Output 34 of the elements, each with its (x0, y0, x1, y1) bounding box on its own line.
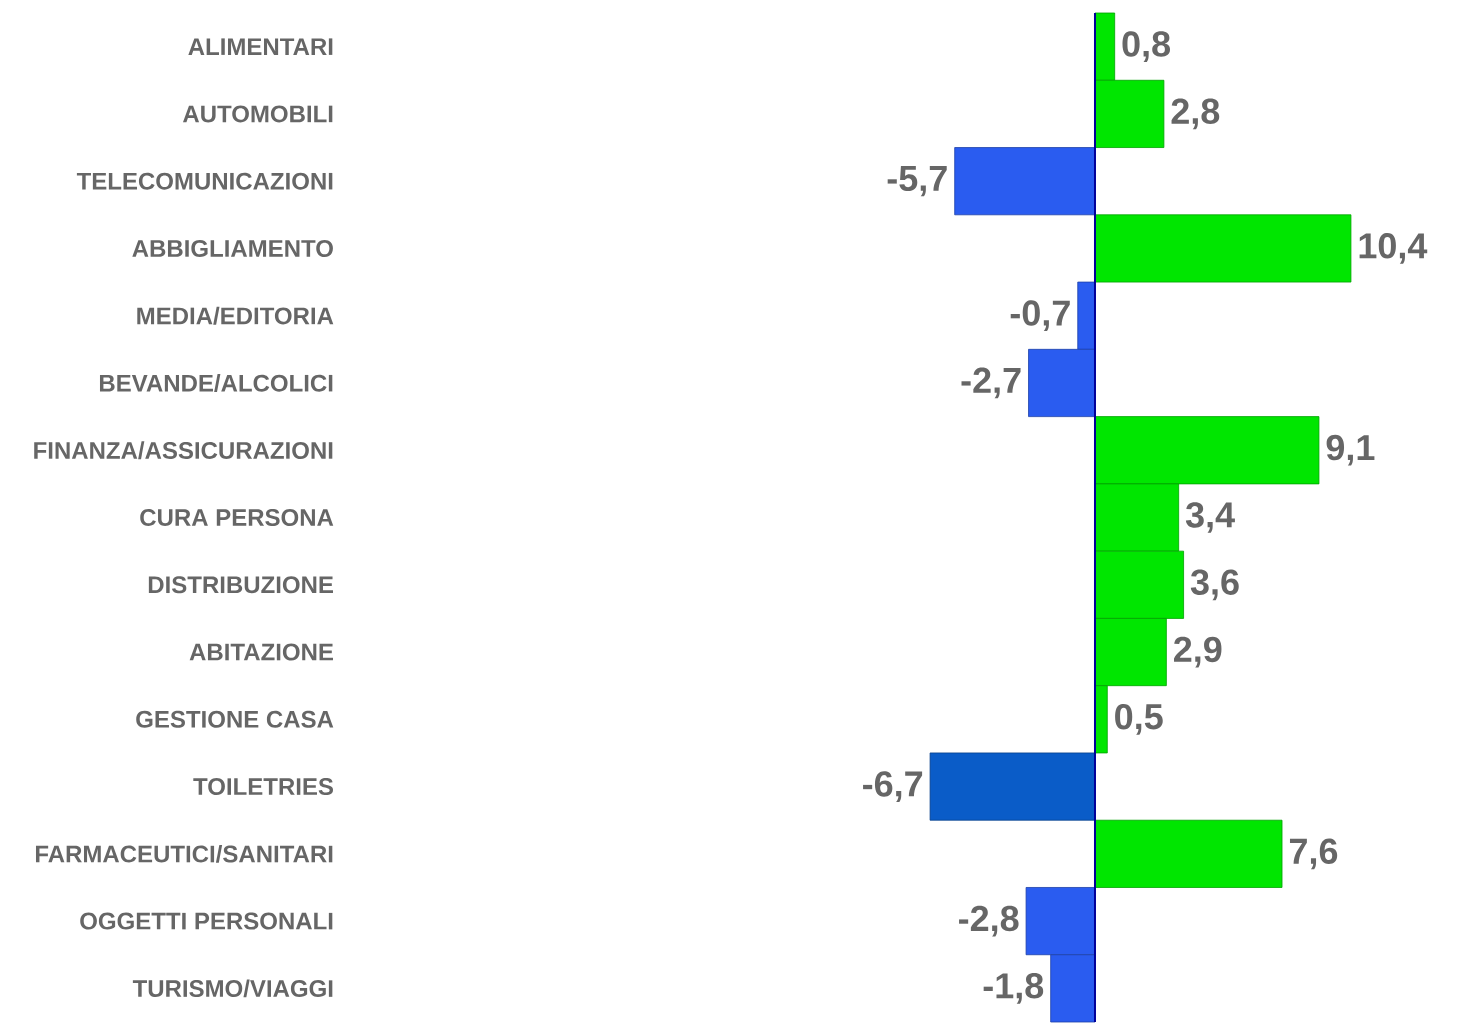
data-label: -0,7 (1010, 300, 1070, 332)
bar (954, 147, 1096, 216)
data-label: -5,7 (887, 165, 947, 197)
data-label: 0,5 (1115, 703, 1163, 735)
bar (1094, 214, 1352, 283)
y-tick-label: DISTRIBUZIONE (148, 576, 333, 594)
y-tick-label: OGGETTI PERSONALI (80, 912, 333, 930)
y-tick-label: TOILETRIES (193, 778, 334, 796)
y-tick-label: ABBIGLIAMENTO (132, 239, 333, 257)
y-tick-label: FINANZA/ASSICURAZIONI (34, 441, 333, 460)
data-label: -6,7 (863, 771, 923, 802)
data-label: 10,4 (1359, 233, 1428, 264)
data-label: -2,7 (961, 367, 1021, 399)
y-tick-label: MEDIA/EDITORIA (137, 306, 334, 325)
data-label: 2,8 (1171, 98, 1220, 130)
data-label: -1,8 (983, 973, 1044, 1004)
data-label: 0,8 (1122, 31, 1171, 62)
y-tick-label: GESTIONE CASA (136, 710, 334, 728)
y-tick-label: AUTOMOBILI (182, 105, 333, 123)
y-tick-label: ABITAZIONE (189, 643, 333, 661)
data-label: 2,9 (1174, 636, 1222, 668)
data-label: 7,6 (1289, 838, 1338, 870)
y-tick-label: ALIMENTARI (188, 38, 333, 55)
bar (1094, 819, 1283, 888)
y-tick-label: TELECOMUNICAZIONI (76, 172, 333, 190)
y-tick-label: BEVANDE/ALCOLICI (99, 374, 333, 392)
data-label: 3,4 (1185, 502, 1235, 533)
y-tick-label: TURISMO/VIAGGI (132, 979, 333, 998)
y-tick-label: CURA PERSONA (140, 509, 334, 526)
data-label: 3,6 (1190, 569, 1239, 601)
data-label: -2,8 (959, 905, 1019, 937)
y-tick-label: FARMACEUTICI/SANITARI (35, 844, 333, 863)
data-label: 9,1 (1326, 434, 1375, 466)
bar (929, 752, 1096, 821)
